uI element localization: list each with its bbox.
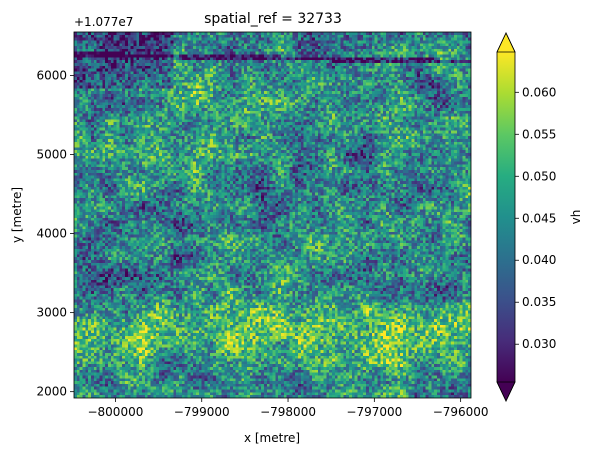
- y-offset-label: +1.077e7: [74, 15, 133, 29]
- colorbar-tick-label: 0.030: [522, 337, 556, 351]
- heatmap-image: [74, 32, 471, 398]
- colorbar-label: vh: [569, 210, 583, 225]
- colorbar-tick-label: 0.040: [522, 253, 556, 267]
- colorbar-tick-label: 0.055: [522, 127, 556, 141]
- y-axis-label: y [metre]: [10, 187, 24, 243]
- x-tick-label: −797000: [346, 405, 402, 419]
- colorbar-tick-label: 0.060: [522, 85, 556, 99]
- colorbar-tick-label: 0.035: [522, 295, 556, 309]
- x-axis-label: x [metre]: [244, 431, 300, 445]
- y-tick-label: 2000: [36, 385, 67, 399]
- colorbar-ticks: 0.030 0.035 0.040 0.045 0.050 0.055 0.060: [515, 85, 556, 351]
- y-tick-label: 5000: [36, 148, 67, 162]
- y-ticks: 2000 3000 4000 5000 6000: [36, 68, 74, 399]
- colorbar-extend-bottom: [496, 381, 516, 402]
- y-tick-label: 3000: [36, 306, 67, 320]
- colorbar: 0.030 0.035 0.040 0.045 0.050 0.055 0.060 vh: [496, 32, 583, 402]
- x-ticks: −800000 −799000 −798000 −797000 −796000: [87, 398, 489, 419]
- chart-title: spatial_ref = 32733: [204, 11, 342, 27]
- colorbar-tick-label: 0.045: [522, 211, 556, 225]
- y-tick-label: 6000: [36, 68, 67, 82]
- y-tick-label: 4000: [36, 227, 67, 241]
- colorbar-extend-top: [496, 32, 516, 53]
- x-tick-label: −796000: [433, 405, 489, 419]
- x-tick-label: −800000: [87, 405, 143, 419]
- colorbar-tick-label: 0.050: [522, 169, 556, 183]
- colorbar-gradient: [497, 52, 515, 382]
- x-tick-label: −798000: [260, 405, 316, 419]
- x-tick-label: −799000: [174, 405, 230, 419]
- plot-frame: [73, 31, 472, 399]
- colorbar-frame: [496, 32, 516, 402]
- heatmap-area: [74, 32, 471, 398]
